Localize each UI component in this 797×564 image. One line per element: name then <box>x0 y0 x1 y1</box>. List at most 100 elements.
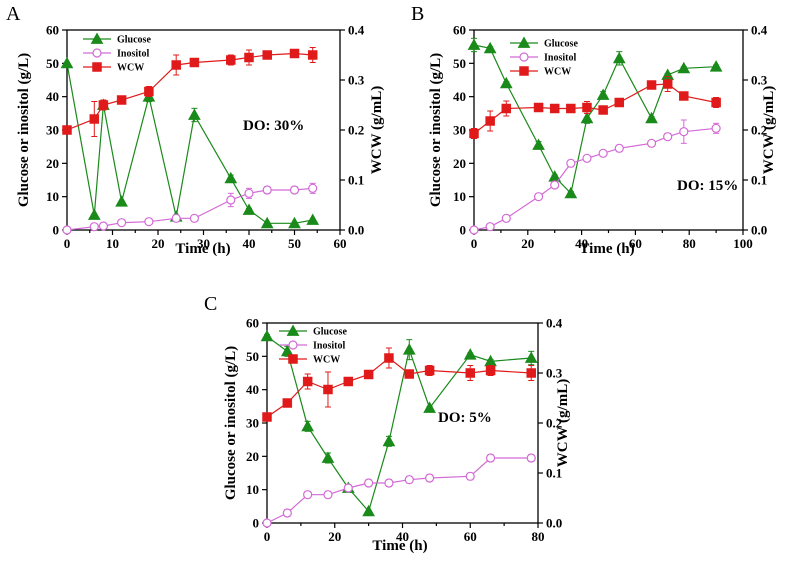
series-wcw <box>62 47 318 137</box>
glucose-point <box>499 76 513 89</box>
glucose-point <box>288 216 301 229</box>
y-left-tick-label: 60 <box>246 316 259 331</box>
legend-marker-inositol <box>519 52 529 62</box>
wcw-point <box>189 57 200 68</box>
wcw-point <box>662 79 673 89</box>
y-left-axis-title: Glucose or inositol (g/L) <box>223 346 239 500</box>
y-right-tick-label: 0.0 <box>751 223 767 238</box>
panel-letter: A <box>6 3 21 25</box>
y-right-tick-label: 0.4 <box>348 23 365 38</box>
legend: Glucose Inositol WCW <box>83 32 151 74</box>
series-wcw <box>262 347 536 422</box>
glucose-point <box>87 208 101 220</box>
inositol-point <box>98 221 109 231</box>
glucose-point <box>260 329 274 342</box>
x-tick-label: 60 <box>334 236 347 251</box>
legend-marker-glucose <box>517 36 531 48</box>
y-left-tick-label: 40 <box>453 89 466 104</box>
wcw-point <box>282 398 293 408</box>
inositol-point <box>384 478 394 488</box>
glucose-point <box>306 213 320 225</box>
legend: Glucose Inositol WCW <box>510 36 578 78</box>
inositol-point <box>485 222 495 232</box>
wcw-point <box>384 353 394 363</box>
x-tick-label: 20 <box>152 236 165 251</box>
legend-marker-inositol <box>288 340 298 350</box>
wcw-point <box>116 95 127 105</box>
legend-label-glucose: Glucose <box>313 327 347 338</box>
inositol-point <box>226 195 236 205</box>
inositol-point <box>364 478 374 488</box>
inositol-point <box>485 453 496 463</box>
inositol-point <box>262 185 272 195</box>
inositol-point <box>116 218 127 228</box>
wcw-point <box>289 48 300 59</box>
panel-b: B 0 20 40 60 80 100 0 10 20 30 40 50 60 0.0 0.1 0.2 0.3 0.… <box>411 3 777 257</box>
inositol-point <box>171 213 181 223</box>
wcw-point <box>302 376 313 387</box>
series-inositol <box>62 182 318 235</box>
wcw-point <box>598 105 608 115</box>
glucose-point <box>596 88 610 100</box>
glucose-point <box>321 451 335 463</box>
inositol-point <box>646 138 657 148</box>
y-left-tick-label: 50 <box>453 56 466 71</box>
inositol-point <box>89 222 99 232</box>
glucose-point <box>423 401 436 413</box>
glucose-point <box>301 419 314 432</box>
x-tick-label: 20 <box>521 236 534 251</box>
inositol-point <box>343 483 353 493</box>
y-left-tick-label: 20 <box>453 156 466 171</box>
wcw-point <box>307 50 318 60</box>
y-right-axis-title: WCW (g/mL) <box>555 379 571 467</box>
legend-marker-glucose <box>90 32 104 44</box>
y-right-axis-title: WCW (g/mL) <box>761 86 777 174</box>
y-right-tick-label: 0.1 <box>546 466 562 481</box>
inositol-point <box>189 213 199 223</box>
legend-label-inositol: Inositol <box>117 49 149 60</box>
inositol-point <box>323 490 333 500</box>
legend-label-glucose: Glucose <box>544 39 578 50</box>
inositol-point <box>282 508 292 518</box>
x-tick-label: 40 <box>575 236 588 251</box>
wcw-point <box>533 102 544 113</box>
x-axis-title: Time (h) <box>175 241 230 257</box>
y-left-tick-label: 60 <box>46 23 59 38</box>
x-tick-label: 0 <box>264 529 271 544</box>
x-tick-label: 60 <box>464 529 477 544</box>
legend-label-inositol: Inositol <box>313 341 345 352</box>
wcw-point <box>501 103 512 114</box>
inositol-point <box>144 217 154 227</box>
inositol-point <box>465 471 475 481</box>
y-left-tick-label: 40 <box>46 89 59 104</box>
inositol-point <box>614 143 624 153</box>
inositol-point <box>663 132 673 142</box>
legend-marker-inositol <box>92 48 102 58</box>
glucose-point <box>382 434 396 447</box>
legend-label-wcw: WCW <box>313 355 340 366</box>
y-left-tick-label: 40 <box>246 382 259 397</box>
inositol-point <box>582 153 592 163</box>
panel-letter: B <box>411 3 424 25</box>
y-right-tick-label: 0.3 <box>546 366 563 381</box>
y-right-tick-label: 0.2 <box>546 416 562 431</box>
legend-marker-glucose <box>286 324 300 336</box>
inositol-point <box>598 148 608 158</box>
y-left-tick-label: 0 <box>460 223 467 238</box>
x-tick-label: 40 <box>396 529 409 544</box>
inositol-point <box>62 225 72 235</box>
glucose-point <box>645 111 658 124</box>
legend-label-wcw: WCW <box>544 67 571 78</box>
series-inositol <box>469 119 721 235</box>
x-tick-label: 0 <box>64 236 71 251</box>
inositol-point <box>289 185 300 195</box>
y-right-tick-label: 0.0 <box>348 223 364 238</box>
x-tick-label: 30 <box>197 236 210 251</box>
series-wcw <box>469 76 721 139</box>
wcw-point <box>614 97 625 108</box>
glucose-point <box>483 41 497 54</box>
y-left-tick-label: 20 <box>46 156 59 171</box>
inositol-point <box>262 518 272 528</box>
wcw-point <box>226 55 236 65</box>
legend-label-wcw: WCW <box>117 63 144 74</box>
